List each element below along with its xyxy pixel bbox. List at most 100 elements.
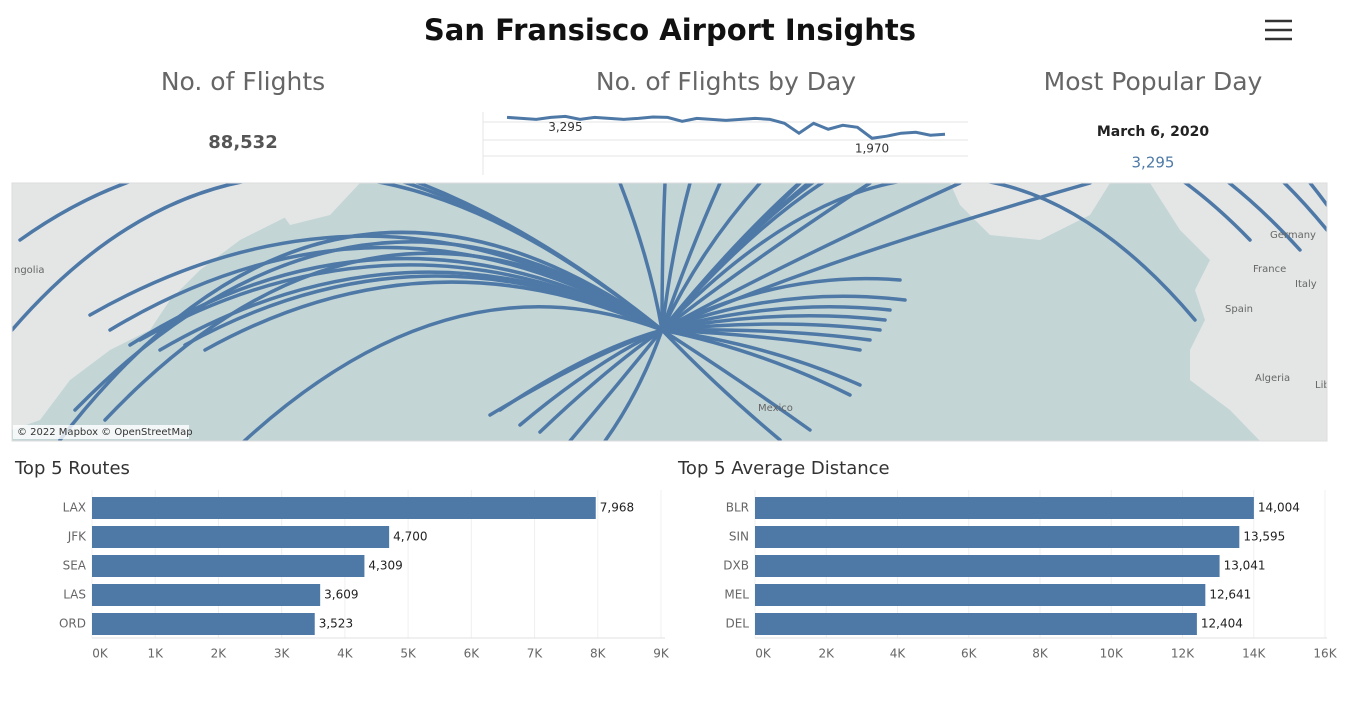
y-tick-label: SIN xyxy=(729,530,749,544)
data-label: 12,404 xyxy=(1201,617,1243,631)
route-arc xyxy=(660,183,1197,332)
map-border xyxy=(11,182,1328,442)
route-arc xyxy=(660,183,722,332)
y-tick-label: DEL xyxy=(725,617,749,631)
route-arc xyxy=(660,328,812,432)
bar xyxy=(92,526,390,548)
y-tick-label: ORD xyxy=(59,617,86,631)
dashboard-title: San Fransisco Airport Insights xyxy=(424,13,916,47)
bar xyxy=(92,584,321,606)
attribution-box xyxy=(13,425,189,439)
route-arc xyxy=(660,328,862,387)
bar xyxy=(755,584,1206,606)
x-tick-label: 7K xyxy=(527,647,544,661)
bar xyxy=(755,555,1220,577)
route-arc xyxy=(618,183,664,332)
x-tick-label: 5K xyxy=(400,647,417,661)
x-tick-label: 8K xyxy=(590,647,607,661)
x-tick-label: 8K xyxy=(1032,647,1049,661)
x-tick-label: 14K xyxy=(1242,647,1266,661)
chart-title: Top 5 Average Distance xyxy=(677,458,890,479)
map-label: Spain xyxy=(1225,304,1253,315)
bar xyxy=(755,497,1254,519)
sparkline xyxy=(506,114,946,140)
map-label: Algeria xyxy=(1255,373,1290,384)
x-tick-label: 0K xyxy=(755,647,772,661)
route-arc xyxy=(58,230,664,441)
x-tick-label: 4K xyxy=(890,647,907,661)
route-arc xyxy=(538,328,664,434)
route-arc xyxy=(660,327,872,342)
map-label: Italy xyxy=(1295,279,1317,290)
route-arc xyxy=(660,328,862,352)
y-tick-label: DXB xyxy=(723,559,749,573)
route-arc xyxy=(603,328,664,441)
route-arc xyxy=(103,251,664,422)
route-arc xyxy=(660,305,892,332)
route-arc xyxy=(660,183,667,332)
data-label: 4,309 xyxy=(368,559,402,573)
route-arc xyxy=(660,294,907,332)
y-tick-label: SEA xyxy=(63,559,87,573)
data-label: 12,641 xyxy=(1209,588,1251,602)
x-tick-label: 6K xyxy=(961,647,978,661)
x-tick-label: 10K xyxy=(1100,647,1124,661)
menu-button[interactable] xyxy=(1265,19,1292,41)
route-arc xyxy=(660,183,1092,332)
chart-title: No. of Flights by Day xyxy=(596,67,856,96)
route-map[interactable]: © 2022 Mapbox © OpenStreetMap ngolia Germ… xyxy=(12,49,1330,445)
bar xyxy=(92,613,315,635)
map-label: Mexico xyxy=(758,403,793,414)
route-arc xyxy=(660,183,802,332)
map-label: Germany xyxy=(1270,230,1316,241)
x-tick-label: 16K xyxy=(1313,647,1337,661)
map-attribution: © 2022 Mapbox © OpenStreetMap xyxy=(17,427,193,438)
kpi-title: Most Popular Day xyxy=(1044,67,1263,96)
x-tick-label: 4K xyxy=(337,647,354,661)
map-label: Lib xyxy=(1315,380,1330,391)
chart-title: Top 5 Routes xyxy=(14,458,130,479)
bar xyxy=(755,526,1240,548)
route-arc xyxy=(203,280,664,352)
route-arc xyxy=(660,183,962,332)
route-arc xyxy=(518,328,664,427)
y-tick-label: LAS xyxy=(63,588,86,602)
route-arc xyxy=(660,183,1252,332)
route-arc xyxy=(241,305,664,441)
x-tick-label: 2K xyxy=(818,647,835,661)
route-arc xyxy=(660,183,762,332)
route-arc xyxy=(568,328,664,441)
route-arc xyxy=(660,183,1327,332)
x-tick-label: 12K xyxy=(1171,647,1195,661)
x-tick-label: 1K xyxy=(147,647,164,661)
route-arc xyxy=(660,183,872,332)
kpi-date: March 6, 2020 xyxy=(1097,124,1210,140)
sparkline-frame xyxy=(482,112,968,175)
data-label: 13,041 xyxy=(1224,559,1266,573)
y-tick-label: BLR xyxy=(726,501,749,515)
route-arc xyxy=(660,183,692,332)
data-label: 1,970 xyxy=(855,142,889,156)
x-tick-label: 6K xyxy=(464,647,481,661)
x-tick-label: 3K xyxy=(274,647,291,661)
data-label: 3,609 xyxy=(324,588,358,602)
data-label: 3,523 xyxy=(319,617,353,631)
route-arc xyxy=(108,245,664,332)
kpi-value: 88,532 xyxy=(208,132,277,153)
route-arc xyxy=(488,328,664,417)
map-label: France xyxy=(1253,264,1286,275)
route-arc xyxy=(12,183,664,332)
route-arcs xyxy=(12,183,1327,441)
bar xyxy=(92,555,365,577)
kpi-value: 3,295 xyxy=(1132,154,1175,172)
x-tick-label: 2K xyxy=(211,647,228,661)
bar xyxy=(755,613,1197,635)
y-tick-label: MEL xyxy=(724,588,749,602)
data-label: 7,968 xyxy=(600,501,634,515)
route-arc xyxy=(660,322,882,332)
data-label: 14,004 xyxy=(1258,501,1300,515)
map-label: ngolia xyxy=(14,265,45,276)
y-tick-label: LAX xyxy=(63,501,86,515)
